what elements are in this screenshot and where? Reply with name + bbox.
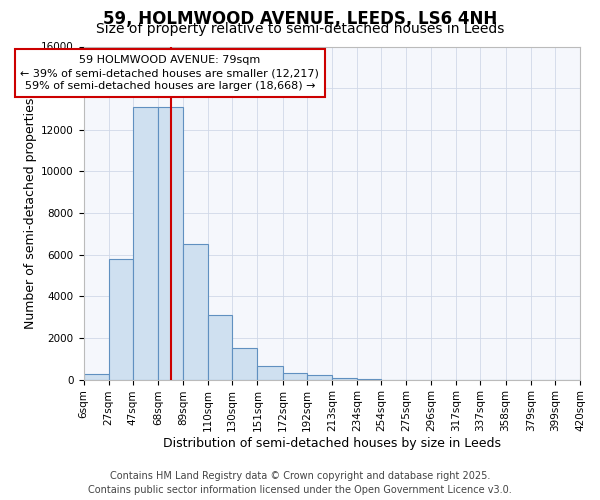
X-axis label: Distribution of semi-detached houses by size in Leeds: Distribution of semi-detached houses by … (163, 437, 501, 450)
Bar (158, 107, 183, 380)
Bar (208, 315, 232, 380)
Bar (283, 374, 307, 380)
Bar (232, 348, 257, 380)
Bar (357, 378, 381, 380)
Bar (83, 374, 109, 380)
Bar (133, 107, 158, 380)
Y-axis label: Number of semi-detached properties: Number of semi-detached properties (24, 98, 37, 328)
Bar (307, 376, 332, 380)
Bar (332, 378, 357, 380)
Text: Contains HM Land Registry data © Crown copyright and database right 2025.
Contai: Contains HM Land Registry data © Crown c… (88, 471, 512, 495)
Text: 59, HOLMWOOD AVENUE, LEEDS, LS6 4NH: 59, HOLMWOOD AVENUE, LEEDS, LS6 4NH (103, 10, 497, 28)
Text: Size of property relative to semi-detached houses in Leeds: Size of property relative to semi-detach… (96, 22, 504, 36)
Bar (183, 244, 208, 380)
Bar (109, 259, 133, 380)
Text: 59 HOLMWOOD AVENUE: 79sqm
← 39% of semi-detached houses are smaller (12,217)
59%: 59 HOLMWOOD AVENUE: 79sqm ← 39% of semi-… (20, 55, 319, 91)
Bar (257, 366, 283, 380)
